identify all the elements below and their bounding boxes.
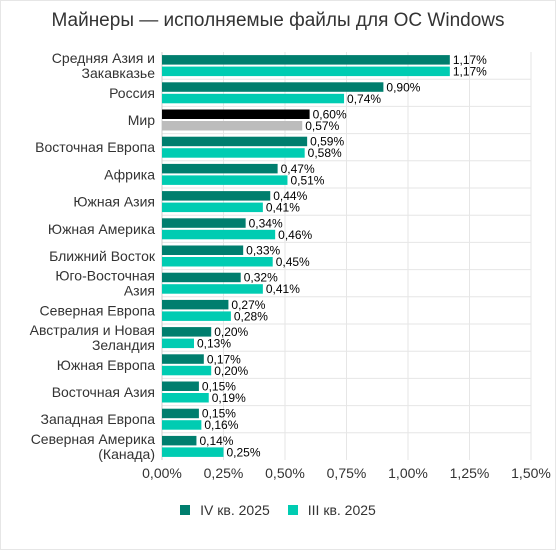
x-tick-label: 1,25% [450, 465, 490, 481]
data-label: 0,20% [214, 325, 248, 339]
category-label: Австралия и Новая Зеландия [30, 322, 155, 353]
data-label: 0,58% [308, 146, 342, 160]
legend-label-series-1: IV кв. 2025 [200, 502, 270, 518]
bar-series-2 [162, 338, 194, 349]
bar-series-2 [162, 447, 224, 457]
category-label: Средняя Азия и Закавказье [52, 50, 155, 81]
bar-series-1 [162, 272, 241, 283]
data-label: 0,13% [197, 337, 231, 351]
bar-series-1 [162, 109, 310, 119]
category-label: Северная Америка (Канада) [31, 431, 156, 462]
x-tick-label: 1,50% [511, 465, 551, 481]
data-label: 0,46% [278, 228, 312, 242]
data-label: 0,41% [266, 282, 300, 296]
data-label: 0,17% [207, 352, 241, 366]
legend-swatch-series-1 [180, 505, 191, 515]
bar-series-1 [162, 163, 278, 174]
data-label: 1,17% [453, 65, 487, 79]
data-label: 0,19% [212, 391, 246, 405]
x-tick-label: 0,00% [142, 465, 182, 481]
data-label: 0,20% [214, 364, 248, 378]
x-tick-label: 0,50% [265, 465, 305, 481]
category-label: Восточная Азия [52, 384, 155, 400]
chart-title: Майнеры — исполняемые файлы для ОС Windo… [51, 10, 505, 31]
category-label: Юго-Восточная Азия [55, 268, 155, 299]
category-label: Южная Европа [57, 357, 155, 373]
bar-series-1 [162, 82, 384, 92]
bar-series-2 [162, 393, 209, 403]
data-label: 0,74% [347, 92, 381, 106]
bar-series-1 [162, 136, 308, 147]
data-label: 0,16% [204, 418, 238, 432]
data-label: 0,51% [290, 173, 324, 187]
data-label: 0,34% [249, 216, 283, 230]
bar-series-1 [162, 354, 204, 364]
bar-series-1 [162, 299, 229, 310]
bar-series-1 [162, 408, 199, 419]
data-label: 0,59% [310, 135, 344, 149]
x-tick-label: 0,25% [204, 465, 244, 481]
category-label: Восточная Европа [35, 139, 155, 155]
legend-swatch-series-2 [287, 505, 298, 515]
data-label: 0,60% [313, 108, 347, 122]
bar-series-1 [162, 55, 450, 65]
category-label: Россия [109, 85, 155, 101]
data-label: 1,17% [453, 53, 487, 67]
category-label: Африка [104, 166, 155, 182]
data-label: 0,15% [202, 380, 236, 394]
bar-series-2 [162, 229, 276, 240]
category-label: Южная Азия [73, 194, 155, 210]
data-label: 0,27% [231, 298, 265, 312]
bar-series-2 [162, 420, 202, 430]
category-label: Мир [128, 112, 155, 128]
data-label: 0,32% [244, 271, 278, 285]
data-label: 0,33% [246, 244, 280, 258]
x-tick-label: 0,75% [327, 465, 367, 481]
bar-series-2 [162, 148, 305, 158]
data-label: 0,45% [276, 255, 310, 269]
data-label: 0,57% [305, 119, 339, 133]
legend-item-series-2[interactable]: III кв. 2025 [287, 502, 376, 518]
bar-series-2 [162, 93, 345, 104]
category-label: Южная Америка [48, 221, 155, 237]
bar-series-2 [162, 121, 303, 131]
category-label: Северная Европа [40, 302, 156, 318]
bar-series-1 [162, 381, 199, 391]
bar-series-2 [162, 311, 231, 321]
legend-item-series-1[interactable]: IV кв. 2025 [180, 502, 270, 518]
bar-series-1 [162, 435, 197, 446]
bar-series-1 [162, 191, 271, 201]
bar-series-1 [162, 327, 212, 337]
bar-series-1 [162, 218, 246, 228]
bar-series-2 [162, 284, 263, 294]
data-label: 0,47% [281, 162, 315, 176]
bar-series-2 [162, 365, 212, 376]
data-label: 0,14% [199, 434, 233, 448]
x-tick-label: 1,00% [388, 465, 428, 481]
data-label: 0,90% [386, 80, 420, 94]
data-label: 0,15% [202, 407, 236, 421]
bar-series-2 [162, 66, 450, 77]
legend: IV кв. 2025 III кв. 2025 [0, 502, 556, 518]
legend-label-series-2: III кв. 2025 [307, 502, 376, 518]
data-label: 0,28% [234, 309, 268, 323]
data-label: 0,25% [227, 445, 261, 459]
data-label: 0,44% [273, 189, 307, 203]
category-label: Западная Европа [41, 411, 156, 427]
bar-series-1 [162, 245, 244, 255]
bar-series-2 [162, 257, 273, 267]
data-label: 0,41% [266, 201, 300, 215]
bar-series-2 [162, 175, 288, 185]
bar-series-2 [162, 202, 263, 213]
category-label: Ближний Восток [49, 248, 156, 264]
